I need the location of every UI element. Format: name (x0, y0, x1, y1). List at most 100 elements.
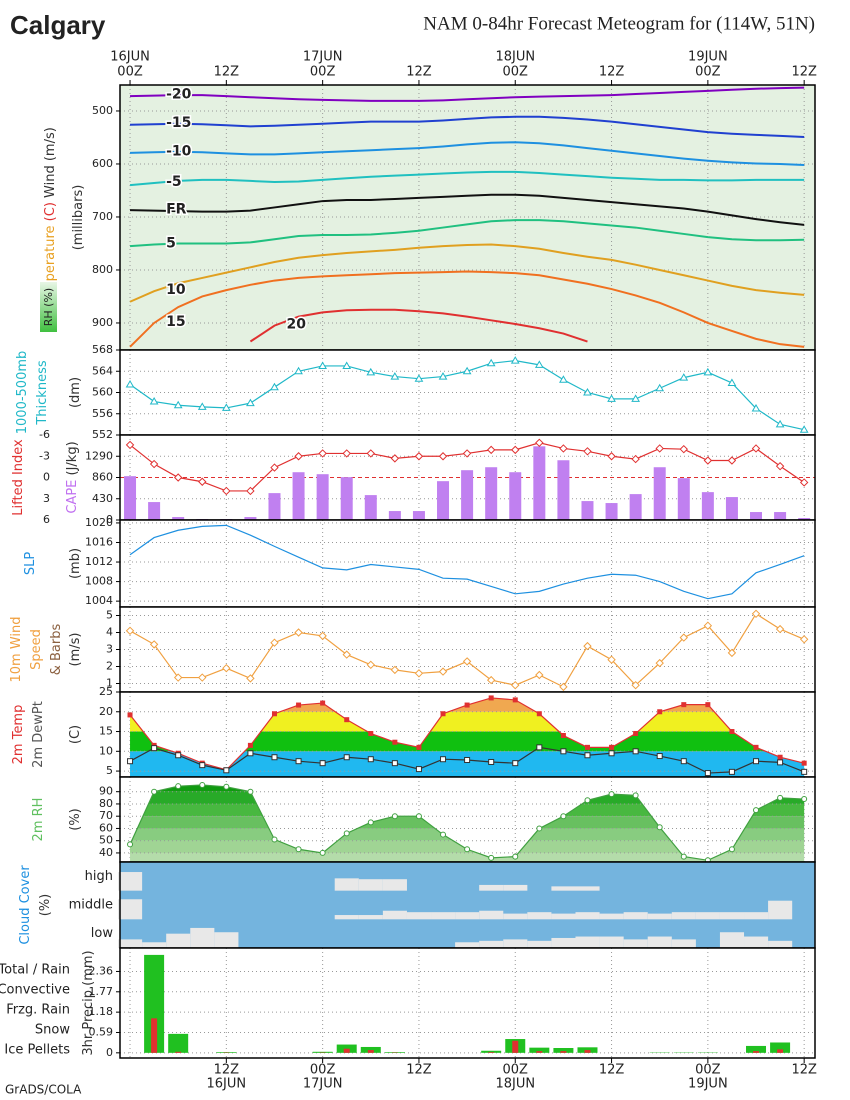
y-axis-label: Speed (29, 629, 44, 670)
marker (488, 695, 494, 701)
series-line (129, 219, 805, 248)
marker (536, 825, 543, 832)
marker (486, 675, 496, 685)
y-tick-label: 50 (99, 834, 113, 847)
marker (799, 635, 809, 644)
cape-bar (412, 511, 425, 520)
y-axis-label-part: 2m DewPt (31, 701, 46, 768)
y-axis-label-part: (millibars) (71, 185, 86, 251)
marker (512, 697, 518, 703)
marker (271, 711, 277, 717)
cloud-bar (118, 872, 143, 891)
marker (704, 770, 711, 777)
marker (703, 456, 713, 465)
cloud-bar (719, 912, 745, 920)
marker (655, 444, 664, 453)
cloud-bar (647, 936, 672, 948)
marker (727, 378, 737, 386)
y-tick-label: -6 (39, 428, 50, 441)
marker (416, 744, 422, 750)
contour-label: -15 (166, 115, 191, 131)
cloud-bar (575, 912, 600, 920)
cloud-bar (358, 915, 383, 920)
y-axis-label-part: CAPE (65, 480, 80, 514)
y2-tick-label: 1290 (85, 449, 113, 462)
y-axis-label: 2m Temp (11, 705, 26, 765)
marker (342, 449, 351, 458)
marker (534, 360, 544, 368)
cloud-bar (479, 940, 504, 948)
contour-label: -10 (166, 143, 192, 159)
cape-bar (485, 467, 498, 520)
marker (246, 674, 255, 683)
marker (777, 759, 784, 766)
series-line (130, 86, 805, 102)
marker (488, 854, 495, 861)
marker (294, 366, 303, 375)
panel-bg (120, 85, 815, 350)
marker (318, 449, 327, 458)
cape-bar (364, 495, 377, 520)
bottom-time-label: 00Z (310, 1063, 336, 1078)
y-tick-label: 1.77 (89, 985, 114, 998)
cloud-bar (431, 912, 456, 920)
y-tick-label: 3 (106, 643, 113, 656)
cape-bar (461, 470, 474, 520)
marker (608, 750, 615, 757)
cloud-bar (166, 933, 191, 948)
precip-bar (746, 1045, 767, 1053)
marker (295, 758, 302, 765)
y-axis-label: 2m DewPt (31, 701, 46, 768)
marker (486, 445, 496, 455)
marker (296, 702, 302, 708)
marker (632, 792, 639, 799)
y-tick-label: 560 (92, 386, 113, 399)
cloud-bar (575, 886, 600, 891)
marker (512, 853, 519, 860)
precip-bar (481, 1050, 502, 1053)
precip-bar (151, 1018, 158, 1053)
series-line (129, 524, 805, 600)
marker (703, 621, 713, 630)
marker (342, 650, 351, 659)
cloud-bar (190, 927, 215, 948)
y-axis-label-part: 1000-500mb (15, 351, 30, 435)
cape-bar (557, 460, 570, 520)
top-date-label: 17JUN (303, 50, 343, 65)
marker (198, 673, 207, 682)
y-tick-label: -3 (39, 449, 50, 462)
y-axis-label-part: 3hr Precip (mm) (81, 950, 96, 1055)
cloud-bar (575, 936, 600, 948)
cloud-bar (744, 936, 769, 948)
top-time-label: 12Z (214, 65, 240, 80)
cape-bar (605, 503, 618, 520)
top-date-label: 19JUN (688, 50, 728, 65)
y-axis-label-part: & Barbs (49, 624, 64, 676)
marker (197, 402, 207, 410)
cape-bar (340, 477, 353, 520)
precip-bar (360, 1046, 381, 1053)
y-tick-label: 556 (92, 407, 113, 420)
marker (127, 712, 133, 718)
cape-bar (437, 481, 450, 520)
cloud-bar (118, 899, 143, 920)
y-axis-label-part: (%) (68, 808, 83, 831)
marker (631, 394, 641, 402)
panel-bg (120, 350, 815, 435)
cloud-bar (599, 913, 624, 920)
marker (149, 397, 159, 405)
marker (390, 665, 400, 675)
marker (318, 361, 328, 369)
marker (149, 459, 159, 469)
top-time-label: 00Z (117, 65, 143, 80)
y-axis-label-part: (dm) (68, 377, 83, 408)
marker (583, 388, 592, 396)
marker (294, 452, 303, 461)
marker (344, 717, 350, 723)
bottom-time-label: 00Z (695, 1063, 721, 1078)
y-tick-label: 2 (106, 660, 113, 673)
marker (728, 768, 735, 775)
legend-entry: Convective (0, 983, 70, 998)
marker (584, 744, 590, 750)
cape-bar (148, 502, 161, 520)
